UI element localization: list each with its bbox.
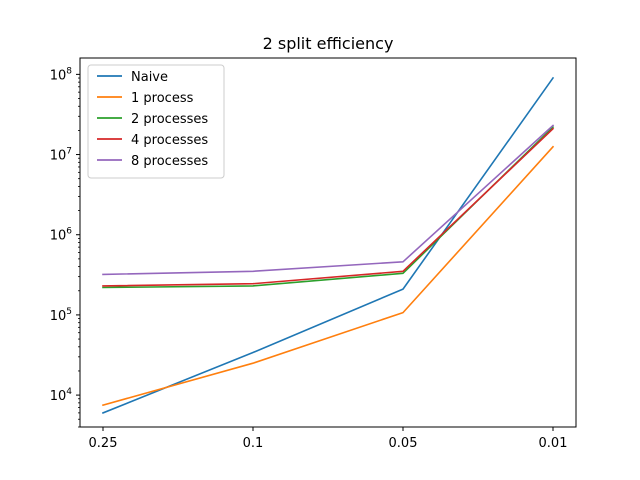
y-tick-label: 105 bbox=[50, 307, 72, 324]
y-tick-label: 108 bbox=[50, 66, 73, 83]
chart-title: 2 split efficiency bbox=[263, 34, 394, 53]
legend-label: 2 processes bbox=[131, 112, 208, 127]
legend-label: Naive bbox=[131, 70, 168, 85]
legend-label: 8 processes bbox=[131, 154, 208, 169]
series-line-naive bbox=[101, 76, 555, 414]
x-tick-label: 0.25 bbox=[89, 436, 118, 451]
x-tick-label: 0.05 bbox=[389, 436, 418, 451]
y-tick-label: 104 bbox=[50, 387, 73, 404]
legend-box bbox=[87, 64, 225, 179]
y-tick-label: 107 bbox=[50, 147, 72, 164]
legend-label: 4 processes bbox=[131, 133, 208, 148]
legend-label: 1 process bbox=[131, 91, 194, 106]
x-tick-label: 0.1 bbox=[243, 436, 264, 451]
series-line-1-process bbox=[102, 145, 555, 407]
series-line-8-processes bbox=[102, 124, 555, 276]
y-tick-label: 106 bbox=[50, 227, 73, 244]
axes: 0.25 0.1 0.05 0.01 104 105 106 107 108 bbox=[50, 57, 577, 451]
x-tick-label: 0.01 bbox=[539, 436, 568, 451]
legend: Naive 1 process 2 processes 4 processes 8 pr… bbox=[87, 64, 225, 179]
plot-area bbox=[101, 76, 555, 414]
series-line-4-processes bbox=[102, 127, 555, 287]
